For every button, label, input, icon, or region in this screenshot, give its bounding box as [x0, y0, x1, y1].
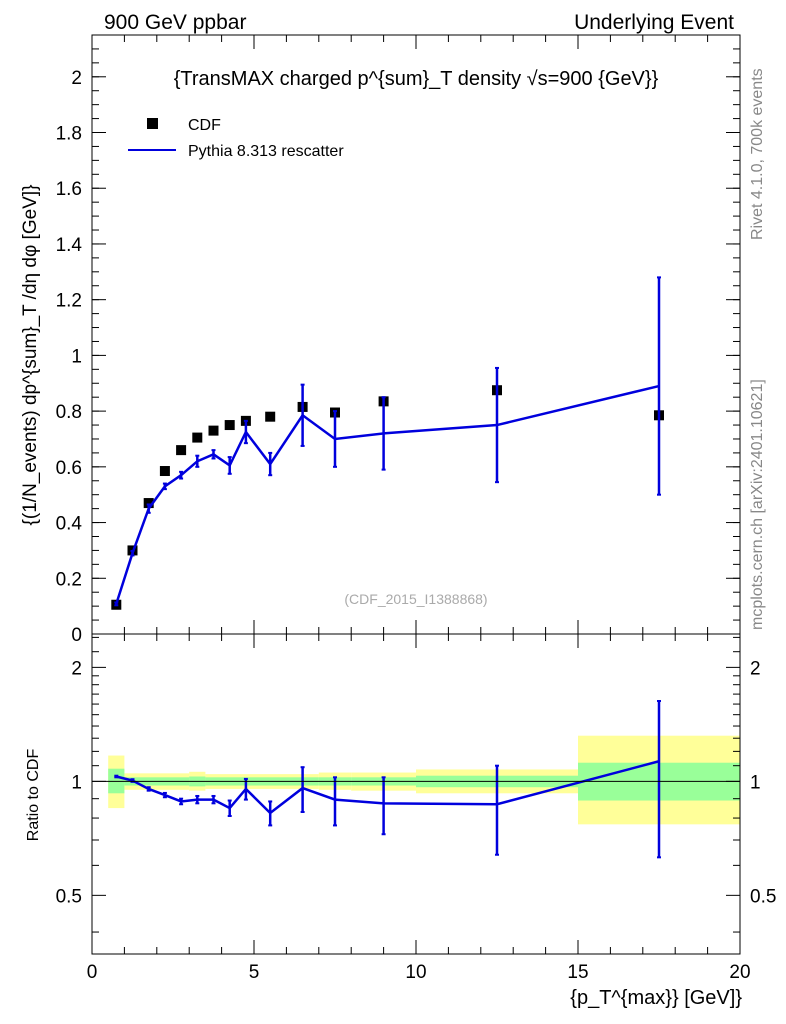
legend: CDF Pythia 8.313 rescatter: [128, 117, 344, 160]
xtick-label: 5: [249, 962, 260, 983]
main-title: {TransMAX charged p^{sum}_T density √s=9…: [174, 68, 659, 90]
xtick-label: 0: [87, 962, 98, 983]
legend-marker-cdf: [147, 118, 158, 129]
ratio-ytick-label-right: 0.5: [750, 886, 776, 907]
xtick-label: 20: [729, 962, 750, 983]
main-ytick-label: 1.4: [56, 235, 83, 256]
xtick-label: 15: [567, 962, 588, 983]
main-ylabel: {(1/N_events) dp^{sum}_T /dη dφ [GeV]}: [20, 185, 41, 526]
xtick-label: 10: [405, 962, 426, 983]
cdf-marker: [192, 432, 203, 443]
main-ytick-label: 1.6: [56, 179, 82, 200]
cdf-marker: [208, 425, 219, 436]
mcplots-label: mcplots.cern.ch [arXiv:2401.10621]: [749, 379, 766, 630]
main-ytick-label: 0.8: [56, 402, 82, 423]
cdf-marker: [176, 445, 187, 456]
ratio-panel: 0.5 0.51 12 20 5 10 15 20 Ratio to CDF {p_T^{ma…: [25, 633, 776, 1009]
main-ytick-label: 0.6: [56, 458, 82, 479]
ratio-ytick-label-right: 1: [750, 772, 761, 793]
ratio-ytick-label: 2: [71, 658, 82, 679]
cdf-marker: [265, 411, 276, 422]
main-ytick-label: 0: [71, 625, 82, 646]
cdf-marker: [224, 420, 235, 431]
pythia-line: [115, 384, 660, 605]
x-axis-label: {p_T^{max}} [GeV]}: [570, 987, 742, 1009]
main-ytick-label: 1: [71, 346, 82, 367]
ratio-ytick-label: 1: [71, 772, 82, 793]
header-left: 900 GeV ppbar: [104, 11, 246, 34]
ratio-ylabel: Ratio to CDF: [25, 749, 42, 842]
main-ytick-label: 1.8: [56, 124, 82, 145]
main-ytick-label: 1.2: [56, 291, 82, 312]
ratio-ytick-label: 0.5: [56, 886, 82, 907]
cdf-marker: [143, 498, 154, 509]
cdf-marker: [159, 466, 170, 477]
legend-label-cdf: CDF: [188, 117, 221, 134]
legend-label-pythia: Pythia 8.313 rescatter: [188, 143, 344, 160]
watermark: (CDF_2015_I1388868): [344, 591, 487, 607]
main-ytick-label: 0.4: [56, 514, 83, 535]
main-ytick-label: 2: [71, 68, 82, 89]
main-ytick-label: 0.2: [56, 569, 82, 590]
header-right: Underlying Event: [574, 11, 734, 34]
rivet-label: Rivet 4.1.0, 700k events: [749, 68, 766, 240]
main-panel: (CDF_2015_I1388868) {TransMAX charged p^…: [20, 34, 741, 646]
ratio-ytick-label-right: 2: [750, 658, 761, 679]
